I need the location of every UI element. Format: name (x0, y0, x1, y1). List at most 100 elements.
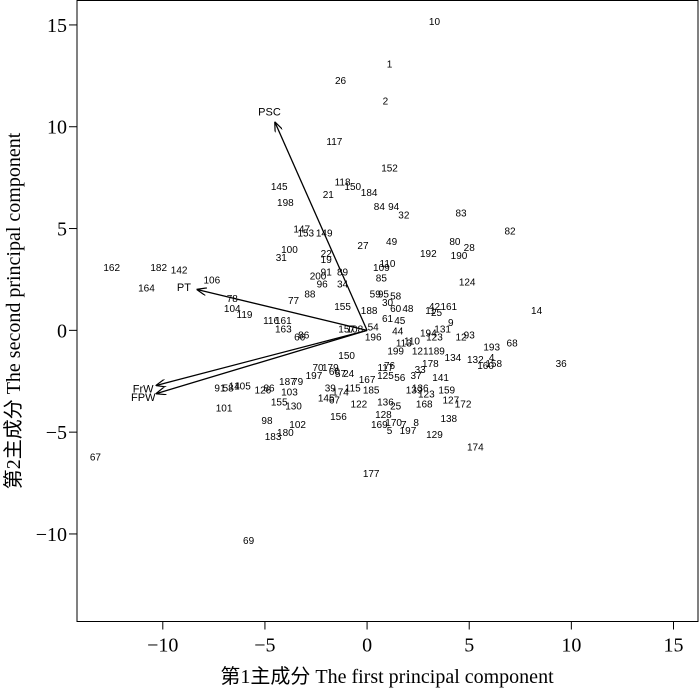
point-label: 129 (426, 430, 443, 441)
vector-label-frw: FrW (133, 383, 154, 395)
point-label: 60 (390, 304, 402, 315)
point-label: 106 (203, 275, 220, 286)
point-label: 91 (214, 383, 226, 394)
point-label: 180 (277, 428, 294, 439)
point-label: 109 (373, 263, 390, 274)
point-label: 170 (385, 418, 402, 429)
point-label: 84 (374, 202, 386, 213)
point-label: 167 (359, 375, 376, 386)
point-label: 60 (329, 367, 341, 378)
x-tick-label: 10 (561, 635, 581, 657)
point-label: 85 (376, 273, 388, 284)
point-label: 10 (429, 17, 441, 28)
point-label: 136 (377, 398, 394, 409)
point-label: 182 (150, 263, 167, 274)
x-axis-ticks: −10 −5 0 5 10 15 (147, 621, 683, 657)
y-tick-label: −10 (36, 524, 67, 546)
point-label: 67 (329, 396, 341, 407)
point-label: 91 (321, 267, 333, 278)
point-label: 70 (312, 363, 324, 374)
point-label: 9 (448, 318, 454, 329)
point-label: 168 (416, 400, 433, 411)
point-label: 37 (411, 371, 423, 382)
point-label: 11 (425, 306, 436, 317)
point-label: 199 (387, 347, 404, 358)
point-label: 83 (455, 208, 467, 219)
point-label: 2 (383, 96, 389, 107)
point-label: 150 (338, 351, 355, 362)
point-label: 58 (390, 292, 402, 303)
point-label: 184 (361, 188, 378, 199)
x-tick-label: 5 (464, 635, 474, 657)
point-label: 31 (276, 253, 288, 264)
point-label: 4 (489, 353, 495, 364)
point-label: 102 (289, 420, 306, 431)
point-label: 136 (412, 383, 429, 394)
point-label: 27 (357, 241, 369, 252)
point-label: 78 (227, 294, 239, 305)
point-label: 8 (413, 418, 419, 429)
point-label: 123 (418, 389, 435, 400)
point-label: 193 (483, 343, 500, 354)
point-label: 174 (467, 442, 484, 453)
point-label: 117 (326, 137, 342, 148)
point-label: 12 (455, 332, 467, 343)
point-label: 82 (505, 227, 517, 238)
point-label: 61 (382, 314, 394, 325)
point-label: 36 (556, 359, 568, 370)
point-label: 66 (294, 332, 306, 343)
point-label: 88 (304, 290, 316, 301)
point-label: 54 (368, 322, 380, 333)
point-label: 124 (459, 277, 476, 288)
vector-frw (157, 329, 368, 385)
y-tick-label: 5 (57, 219, 67, 241)
point-label: 192 (420, 249, 437, 260)
point-label: 131 (434, 324, 451, 335)
point-label: 178 (422, 359, 439, 370)
point-label: 79 (292, 377, 304, 388)
point-label: 28 (464, 243, 476, 254)
point-label: 32 (398, 210, 410, 221)
vector-pt (198, 290, 368, 331)
point-label: 179 (322, 363, 339, 374)
point-label: 110 (380, 259, 396, 270)
point-label: 119 (237, 310, 253, 321)
point-label: 22 (321, 249, 333, 260)
point-label: 94 (388, 202, 400, 213)
point-label: 25 (431, 308, 443, 319)
point-label: 127 (442, 396, 459, 407)
point-label: 185 (363, 385, 380, 396)
point-label: 200 (310, 271, 327, 282)
point-label: 33 (415, 365, 427, 376)
x-tick-label: −5 (254, 635, 275, 657)
point-label: 147 (293, 225, 310, 236)
point-label: 7 (401, 420, 407, 431)
point-label: 113 (396, 339, 412, 350)
y-tick-label: −5 (46, 422, 67, 444)
point-label: 141 (432, 373, 449, 384)
point-label: 77 (288, 296, 300, 307)
y-tick-label: 0 (57, 320, 67, 342)
point-label: 125 (377, 371, 394, 382)
point-label: 95 (378, 290, 390, 301)
vector-fpw (157, 329, 368, 393)
vector-label-psc: PSC (258, 107, 281, 119)
point-label: 132 (467, 355, 484, 366)
point-label: 130 (285, 402, 302, 413)
point-label: 86 (263, 383, 275, 394)
point-label: 98 (261, 416, 273, 427)
point-label: 189 (428, 347, 445, 358)
point-label: 58 (223, 383, 235, 394)
point-label: 158 (485, 359, 502, 370)
point-label: 89 (337, 267, 349, 278)
point-label: 45 (394, 316, 406, 327)
point-label: 25 (390, 402, 402, 413)
point-label: 156 (330, 412, 347, 423)
point-label: 198 (277, 198, 294, 209)
y-tick-label: 15 (47, 15, 67, 37)
point-label: 174 (332, 387, 349, 398)
point-label: 39 (325, 383, 337, 394)
point-label: 49 (386, 237, 398, 248)
